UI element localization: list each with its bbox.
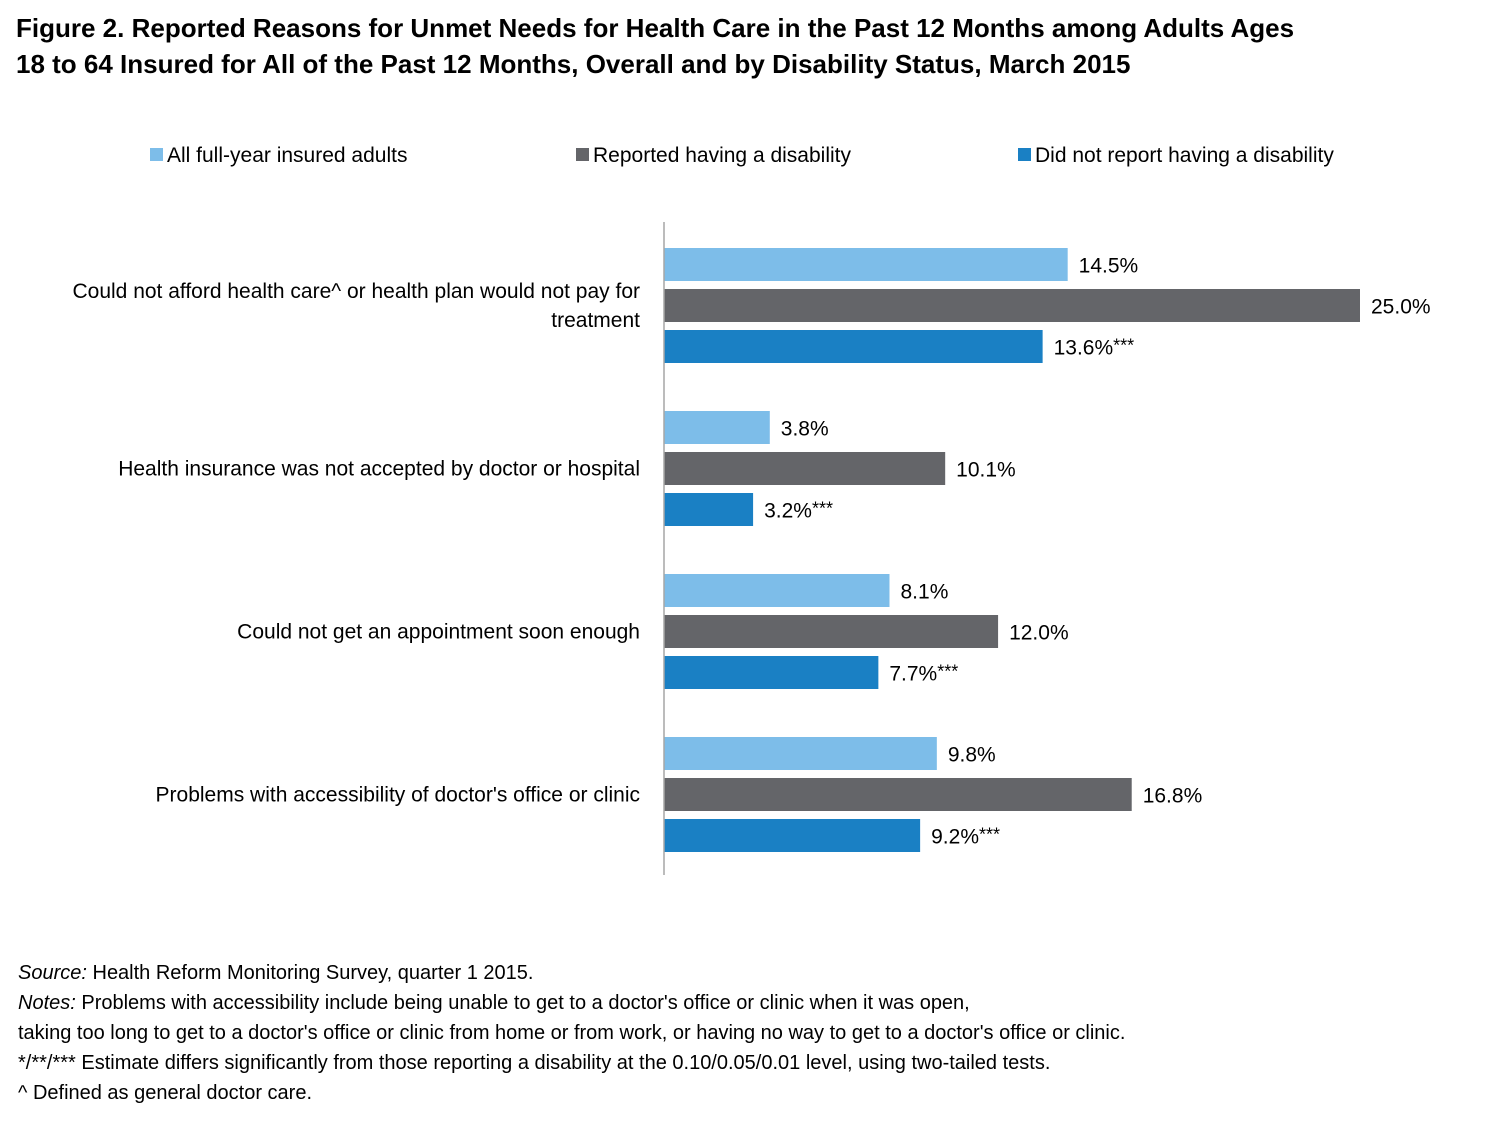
notes-line-2: taking too long to get to a doctor's off… — [18, 1022, 1126, 1044]
bar-no_disability-3 — [664, 819, 921, 852]
data-label-all-3: 9.8% — [948, 744, 996, 767]
chart-title-line-2: 18 to 64 Insured for All of the Past 12 … — [16, 49, 1131, 79]
chart-footer: Source: Health Reform Monitoring Survey,… — [18, 958, 1478, 1108]
category-label-2: Could not get an appointment soon enough — [237, 621, 640, 644]
chart-legend: All full-year insured adults Reported hav… — [150, 144, 1334, 167]
notes-text: Problems with accessibility include bein… — [75, 992, 970, 1014]
data-label-all-1: 3.8% — [781, 418, 829, 441]
bar-no_disability-2 — [664, 656, 879, 689]
bar-chart: All full-year insured adults Reported hav… — [72, 144, 1431, 875]
significance-mark-3: *** — [979, 825, 1000, 845]
significance-mark-1: *** — [812, 499, 833, 519]
source-text: Health Reform Monitoring Survey, quarter… — [86, 962, 534, 984]
data-label-no_disability-3: 9.2%*** — [931, 825, 1000, 849]
bar-disability-0 — [664, 289, 1360, 322]
source-label: Source: — [18, 962, 87, 984]
data-label-disability-0: 25.0% — [1371, 296, 1431, 319]
bar-disability-2 — [664, 615, 999, 648]
category-label-3: Problems with accessibility of doctor's … — [156, 784, 640, 807]
bar-no_disability-0 — [664, 330, 1043, 363]
bar-disability-3 — [664, 778, 1132, 811]
data-label-disability-2: 12.0% — [1009, 622, 1069, 645]
data-label-no_disability-0: 13.6%*** — [1054, 336, 1135, 360]
legend-label-no_disability: Did not report having a disability — [1035, 144, 1334, 167]
legend-label-all: All full-year insured adults — [167, 144, 407, 167]
bar-disability-1 — [664, 452, 946, 485]
caret-note: ^ Defined as general doctor care. — [18, 1082, 312, 1104]
legend-swatch-no_disability — [1018, 148, 1031, 161]
notes-line-1: Notes: Problems with accessibility inclu… — [18, 988, 1478, 1018]
notes-label: Notes: — [18, 992, 76, 1014]
bar-no_disability-1 — [664, 493, 754, 526]
bar-all-0 — [664, 248, 1068, 281]
category-label-0-line-0: Could not afford health care^ or health … — [72, 280, 640, 303]
chart-title: Figure 2. Reported Reasons for Unmet Nee… — [16, 10, 1476, 82]
data-label-disability-3: 16.8% — [1143, 785, 1203, 808]
legend-swatch-disability — [576, 148, 589, 161]
significance-note: */**/*** Estimate differs significantly … — [18, 1052, 1051, 1074]
legend-label-disability: Reported having a disability — [593, 144, 851, 167]
bar-all-3 — [664, 737, 937, 770]
category-labels: Could not afford health care^ or health … — [72, 280, 640, 807]
data-label-no_disability-1: 3.2%*** — [764, 499, 833, 523]
chart-title-line-1: Figure 2. Reported Reasons for Unmet Nee… — [16, 13, 1295, 43]
data-label-all-0: 14.5% — [1079, 255, 1139, 278]
category-label-0-line-1: treatment — [551, 309, 640, 332]
bar-all-2 — [664, 574, 890, 607]
legend-swatch-all — [150, 148, 163, 161]
data-label-disability-1: 10.1% — [956, 459, 1016, 482]
data-label-all-2: 8.1% — [901, 581, 949, 604]
category-label-1: Health insurance was not accepted by doc… — [118, 458, 640, 481]
significance-mark-2: *** — [937, 662, 958, 682]
data-label-no_disability-2: 7.7%*** — [889, 662, 958, 686]
source-note: Source: Health Reform Monitoring Survey,… — [18, 958, 1478, 988]
bar-all-1 — [664, 411, 770, 444]
bar-series — [664, 248, 1360, 852]
significance-mark-0: *** — [1113, 336, 1134, 356]
data-labels: 14.5% 25.0% 13.6%*** 3.8% 10.1% 3.2%*** 8.1% 12… — [764, 255, 1430, 849]
